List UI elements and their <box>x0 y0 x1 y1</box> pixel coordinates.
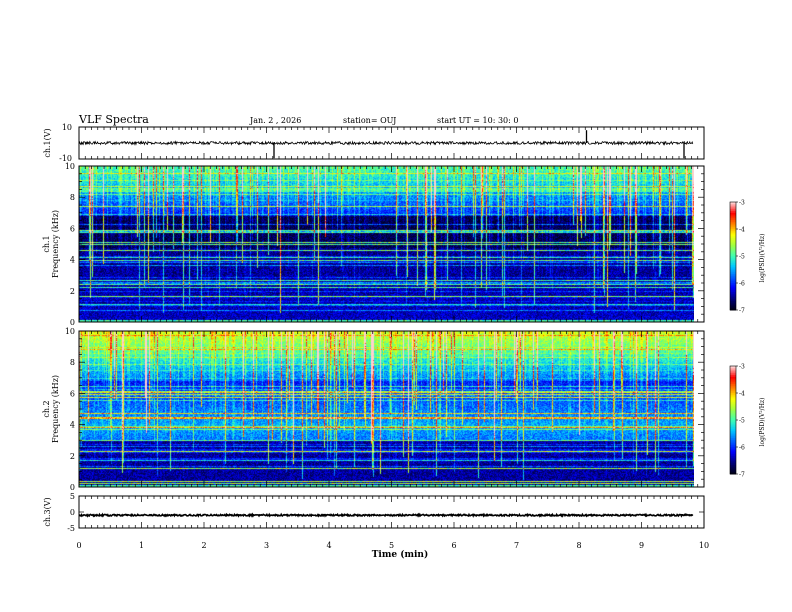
x-tick-4: 4 <box>326 541 331 550</box>
start-time-label: start UT = 10: 30: 0 <box>437 116 518 125</box>
time-axis: 0 1 2 3 4 5 6 7 8 9 10 <box>76 541 709 550</box>
colorbar-tick--5: -5 <box>739 418 745 425</box>
x-tick-7: 7 <box>514 541 519 550</box>
ch1-waveform-panel: 10 -10 ch.1(V) <box>43 123 705 163</box>
x-tick-0: 0 <box>76 541 81 550</box>
ch1-spectrogram-panel: 0 2 4 6 8 10 ch.1 Frequency (kHz) <box>42 162 705 327</box>
ch1-ylabel-channel: ch.1 <box>42 235 51 252</box>
ch1-waveform-ylabel: ch.1(V) <box>43 128 52 157</box>
ch2-freq-tick-8: 8 <box>70 358 75 367</box>
ch2-spectrogram-panel: 0 2 4 6 8 10 ch.2 Frequency (kHz) <box>42 327 705 492</box>
x-tick-10: 10 <box>699 541 709 550</box>
ch3-ytick--5: -5 <box>67 524 75 533</box>
ch2-freq-tick-6: 6 <box>70 389 75 398</box>
x-axis-label: Time (min) <box>372 549 429 560</box>
colorbar-tick--7: -7 <box>739 308 745 315</box>
spectrogram-image <box>79 166 694 322</box>
ch1-ytick-bottom: -10 <box>59 154 72 163</box>
ch1-freq-tick-8: 8 <box>70 193 75 202</box>
ch3-ytick-0: 0 <box>70 508 75 517</box>
ch3-waveform-ylabel: ch.3(V) <box>43 497 52 526</box>
colorbar-tick--7: -7 <box>739 472 745 479</box>
colorbar-tick--3: -3 <box>739 200 745 207</box>
ch3-waveform-panel: 5 0 -5 ch.3(V) <box>43 492 705 533</box>
ch1-ytick-top: 10 <box>62 123 72 132</box>
x-tick-1: 1 <box>139 541 144 550</box>
ch2-freq-tick-0: 0 <box>70 483 75 492</box>
x-tick-6: 6 <box>451 541 456 550</box>
ch2-colorbar: -3 -4 -5 -6 -7 <box>729 364 745 479</box>
ch2-ylabel-channel: ch.2 <box>42 400 51 417</box>
figure-title: VLF Spectra <box>78 113 149 126</box>
ch1-freq-tick-4: 4 <box>70 256 75 265</box>
ch1-colorbar: -3 -4 -5 -6 -7 <box>729 200 745 315</box>
x-tick-3: 3 <box>264 541 269 550</box>
date-label: Jan. 2 , 2026 <box>249 116 301 125</box>
ch1-freq-tick-10: 10 <box>65 162 75 171</box>
ch1-colorbar-label: log(PSD)(V²/Hz) <box>759 234 766 283</box>
ch1-freq-tick-2: 2 <box>70 287 75 296</box>
x-tick-2: 2 <box>201 541 206 550</box>
ch1-freq-tick-6: 6 <box>70 224 75 233</box>
colorbar-tick--4: -4 <box>739 391 745 398</box>
x-tick-9: 9 <box>639 541 644 550</box>
ch1-ylabel-frequency: Frequency (kHz) <box>51 210 60 278</box>
x-tick-8: 8 <box>576 541 581 550</box>
ch2-ylabel-frequency: Frequency (kHz) <box>51 375 60 443</box>
colorbar-tick--3: -3 <box>739 364 745 371</box>
ch3-ytick-5: 5 <box>70 492 75 501</box>
ch2-freq-tick-2: 2 <box>70 452 75 461</box>
ch2-freq-tick-10: 10 <box>65 327 75 336</box>
colorbar-tick--4: -4 <box>739 227 745 234</box>
colorbar-tick--6: -6 <box>739 445 745 452</box>
x-tick-5: 5 <box>389 541 394 550</box>
colorbar-tick--5: -5 <box>739 254 745 261</box>
ch2-freq-tick-4: 4 <box>70 421 75 430</box>
colorbar-tick--6: -6 <box>739 281 745 288</box>
ch2-colorbar-label: log(PSD)(V²/Hz) <box>759 398 766 447</box>
ch1-waveform-trace <box>78 140 694 146</box>
ch3-waveform-trace <box>78 512 694 518</box>
ch1-freq-tick-0: 0 <box>70 318 75 327</box>
station-label: station= OUJ <box>343 116 396 125</box>
spectrogram-image <box>79 331 694 487</box>
